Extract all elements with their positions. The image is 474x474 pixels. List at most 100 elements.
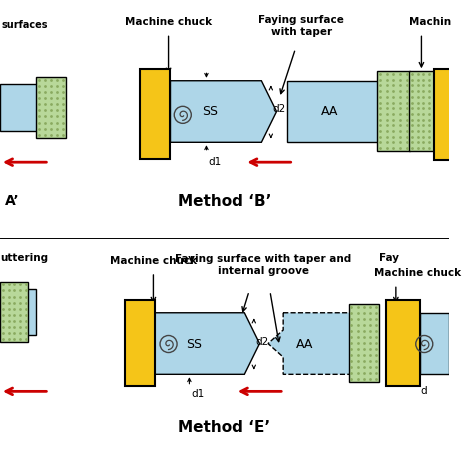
Point bbox=[397, 138, 404, 146]
Point bbox=[354, 333, 361, 341]
Point bbox=[360, 321, 367, 329]
Point bbox=[408, 110, 416, 118]
Bar bbox=[0, 289, 36, 335]
Point bbox=[390, 138, 397, 146]
Point bbox=[408, 76, 416, 83]
Point bbox=[60, 82, 67, 90]
Point bbox=[360, 315, 367, 323]
Point bbox=[383, 93, 391, 100]
Point bbox=[60, 131, 67, 138]
Point bbox=[35, 94, 43, 102]
Point bbox=[22, 329, 29, 337]
Point bbox=[0, 299, 7, 307]
Point bbox=[408, 127, 416, 135]
Point bbox=[366, 339, 374, 347]
Point bbox=[408, 144, 416, 152]
Point bbox=[372, 333, 380, 341]
Text: d: d bbox=[420, 386, 427, 396]
Point bbox=[425, 138, 433, 146]
Point bbox=[5, 305, 12, 312]
Point bbox=[35, 88, 43, 96]
Point bbox=[360, 327, 367, 335]
Point bbox=[10, 305, 18, 312]
Point bbox=[22, 305, 29, 312]
Point bbox=[408, 121, 416, 129]
Point bbox=[54, 94, 61, 102]
Text: AA: AA bbox=[321, 105, 338, 118]
Point bbox=[397, 133, 404, 140]
Point bbox=[41, 82, 49, 90]
Point bbox=[431, 87, 438, 95]
Point bbox=[397, 99, 404, 106]
Point bbox=[414, 110, 421, 118]
Point bbox=[383, 82, 391, 89]
Point bbox=[414, 87, 421, 95]
Point bbox=[397, 93, 404, 100]
Point bbox=[383, 70, 391, 78]
Point bbox=[54, 113, 61, 120]
Point bbox=[383, 99, 391, 106]
Bar bbox=[36, 77, 66, 137]
Point bbox=[354, 357, 361, 365]
Point bbox=[390, 104, 397, 112]
Point bbox=[47, 118, 55, 126]
Point bbox=[360, 345, 367, 353]
Point bbox=[431, 144, 438, 152]
Point bbox=[360, 375, 367, 383]
Point bbox=[47, 131, 55, 138]
Point bbox=[35, 113, 43, 120]
Point bbox=[372, 369, 380, 377]
Point bbox=[347, 369, 355, 377]
Point bbox=[397, 116, 404, 123]
Point bbox=[414, 76, 421, 83]
Text: SS: SS bbox=[202, 105, 218, 118]
Point bbox=[16, 311, 24, 319]
Point bbox=[403, 121, 411, 129]
Point bbox=[403, 138, 411, 146]
Point bbox=[354, 369, 361, 377]
Point bbox=[354, 363, 361, 371]
Point bbox=[431, 104, 438, 112]
Point bbox=[403, 87, 411, 95]
Point bbox=[47, 94, 55, 102]
Point bbox=[397, 144, 404, 152]
Point bbox=[431, 121, 438, 129]
Point bbox=[408, 138, 416, 146]
Point bbox=[408, 93, 416, 100]
Point bbox=[360, 333, 367, 341]
Point bbox=[414, 104, 421, 112]
Point bbox=[372, 339, 380, 347]
Point bbox=[390, 87, 397, 95]
Point bbox=[347, 357, 355, 365]
Point bbox=[390, 133, 397, 140]
Bar bbox=[125, 301, 155, 386]
Point bbox=[408, 116, 416, 123]
Point bbox=[403, 76, 411, 83]
Bar bbox=[348, 304, 379, 382]
Point bbox=[376, 133, 383, 140]
Point bbox=[54, 118, 61, 126]
Point bbox=[372, 315, 380, 323]
Point bbox=[366, 327, 374, 335]
Point bbox=[403, 70, 411, 78]
Point bbox=[390, 144, 397, 152]
Point bbox=[414, 99, 421, 106]
Point bbox=[60, 76, 67, 83]
Point bbox=[354, 375, 361, 383]
Point bbox=[431, 82, 438, 89]
Point bbox=[390, 116, 397, 123]
Point bbox=[366, 363, 374, 371]
Point bbox=[54, 76, 61, 83]
Point bbox=[425, 144, 433, 152]
Text: Machin: Machin bbox=[409, 17, 451, 27]
Point bbox=[403, 110, 411, 118]
Point bbox=[414, 121, 421, 129]
Point bbox=[5, 299, 12, 307]
Point bbox=[366, 345, 374, 353]
Point bbox=[403, 116, 411, 123]
Point bbox=[22, 336, 29, 343]
Point bbox=[347, 303, 355, 311]
Point bbox=[47, 88, 55, 96]
Point bbox=[16, 293, 24, 301]
Point bbox=[22, 311, 29, 319]
